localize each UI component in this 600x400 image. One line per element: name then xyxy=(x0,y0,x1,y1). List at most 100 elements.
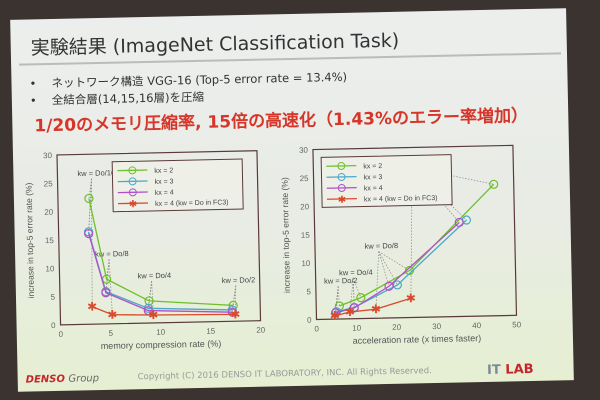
x-tick-label: 0 xyxy=(58,330,63,339)
data-point: ✱ xyxy=(406,291,416,305)
plot-frame xyxy=(56,150,262,326)
logo-it: IT xyxy=(486,362,501,378)
y-axis-label: increase in top-5 error rate (%) xyxy=(24,182,36,298)
y-tick-label: 30 xyxy=(299,146,309,155)
brand-text: DENSO xyxy=(25,373,66,386)
data-point xyxy=(489,179,499,189)
data-point: ✱ xyxy=(87,300,97,314)
annotation-label: kw = Do/4 xyxy=(339,268,373,278)
legend-entry: kx = 4 (kw = Do in FC3) xyxy=(155,199,229,208)
annotation-label: kw = Do/8 xyxy=(95,249,129,259)
y-tick-label: 15 xyxy=(45,236,55,245)
data-point xyxy=(227,307,237,317)
y-tick-label: 0 xyxy=(307,316,312,325)
legend-entry: kx = 4 (kw = Do in FC3) xyxy=(364,195,438,204)
x-tick-label: 10 xyxy=(156,328,166,337)
data-point xyxy=(384,281,394,291)
legend-marker xyxy=(337,161,346,170)
y-tick-label: 5 xyxy=(50,293,55,302)
presentation-slide: 実験結果 (ImageNet Classification Task) ネットワ… xyxy=(10,8,574,392)
data-point: ✱ xyxy=(371,302,381,316)
data-point: ✱ xyxy=(230,307,240,321)
legend-marker xyxy=(337,172,346,181)
itlab-logo: IT LAB xyxy=(487,362,534,378)
annotation-leader xyxy=(337,286,340,307)
y-axis-label: increase in top-5 error rate (%) xyxy=(280,177,292,293)
group-text: Group xyxy=(68,373,100,385)
y-tick-label: 10 xyxy=(45,264,55,273)
legend-line xyxy=(117,180,148,183)
legend-marker: ✱ xyxy=(129,199,138,210)
data-point: ✱ xyxy=(345,305,355,319)
copyright: Copyright (C) 2016 DENSO IT LABORATORY, … xyxy=(137,366,432,383)
annotation-leader xyxy=(108,259,113,315)
y-tick-label: 5 xyxy=(306,287,311,296)
legend-entry: kx = 4 xyxy=(364,185,383,192)
x-tick-label: 20 xyxy=(392,323,402,332)
data-point xyxy=(84,193,94,204)
x-tick-label: 5 xyxy=(108,329,113,338)
y-tick-label: 20 xyxy=(300,202,310,211)
series-line xyxy=(91,306,236,316)
y-tick-label: 10 xyxy=(301,259,311,268)
data-point xyxy=(356,293,366,303)
slide-title: 実験結果 (ImageNet Classification Task) xyxy=(30,29,400,60)
data-point xyxy=(228,300,238,310)
y-tick-label: 30 xyxy=(43,151,53,160)
legend-entry: kx = 3 xyxy=(155,178,174,185)
y-tick-label: 0 xyxy=(51,321,56,330)
y-tick-label: 15 xyxy=(301,231,311,240)
series-line xyxy=(335,221,460,314)
legend-entry: kx = 4 xyxy=(155,189,174,196)
annotation-leader xyxy=(378,251,390,287)
acceleration-chart: 0 10 20 30 40 50 0 5 10 15 20 25 30 acceleration rate… xyxy=(280,144,522,346)
data-point: ✱ xyxy=(148,308,158,322)
legend-marker xyxy=(128,177,137,186)
data-point xyxy=(84,228,94,239)
legend-line xyxy=(326,175,357,178)
annotation-leader xyxy=(378,251,398,286)
legend-entry: kx = 2 xyxy=(154,167,173,174)
legend-line xyxy=(326,186,357,189)
x-tick-label: 20 xyxy=(256,326,266,335)
annotation-label: kw = Do/4 xyxy=(137,271,171,281)
data-point: ✱ xyxy=(330,309,340,323)
x-tick-label: 50 xyxy=(512,320,522,329)
annotation-leader xyxy=(412,167,494,185)
legend-marker xyxy=(337,183,346,192)
y-tick-label: 20 xyxy=(44,208,54,217)
legend-line xyxy=(117,169,148,172)
x-tick-label: 15 xyxy=(206,327,216,336)
annotation-label: kw = Do/16 xyxy=(77,168,115,178)
data-point xyxy=(101,288,111,298)
series-line xyxy=(334,297,412,317)
data-point xyxy=(330,308,341,318)
legend-line xyxy=(326,197,357,200)
legend-box xyxy=(111,158,244,213)
annotation-leader xyxy=(352,277,362,298)
series-line xyxy=(88,198,234,307)
annotation-leader xyxy=(334,286,339,316)
annotation-leader xyxy=(147,281,153,311)
annotation-leader xyxy=(375,251,380,310)
data-point xyxy=(454,217,464,228)
annotation-leader xyxy=(378,251,410,271)
series-line xyxy=(88,233,233,313)
denso-logo: DENSO Group xyxy=(26,373,100,386)
series-line xyxy=(336,219,467,313)
legend-line xyxy=(118,202,149,205)
legend-line xyxy=(117,191,148,194)
y-tick-label: 25 xyxy=(44,179,54,188)
annotation-label: kw = Do/2 xyxy=(222,275,256,285)
plot-frame xyxy=(312,144,518,321)
legend-marker: ✱ xyxy=(338,195,347,206)
legend-line xyxy=(326,164,357,167)
logo-lab: LAB xyxy=(505,361,534,378)
legend-marker xyxy=(128,188,137,197)
memory-compression-chart: 0 5 10 15 20 0 5 10 15 20 25 30 memory compression r… xyxy=(24,150,266,351)
annotation-label: kw = Do/2 xyxy=(324,276,358,286)
data-point: ✱ xyxy=(107,308,117,322)
legend-entry: kx = 2 xyxy=(363,163,382,170)
legend-marker xyxy=(128,166,137,175)
x-tick-label: 0 xyxy=(314,324,319,333)
